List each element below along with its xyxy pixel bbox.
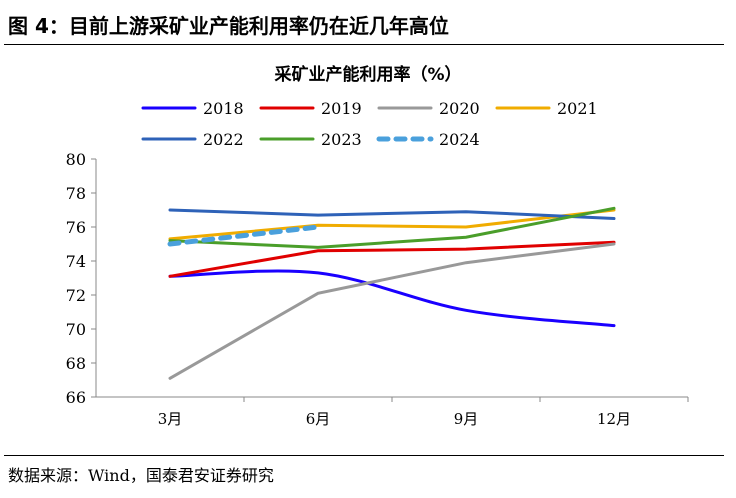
source-note: 数据来源：Wind，国泰君安证券研究 [8,466,274,485]
series-line-2018 [168,269,616,328]
x-tick-label: 6月 [306,410,331,428]
x-tick-label: 3月 [158,410,183,428]
y-tick-label: 74 [66,252,86,271]
series-line-2022 [168,208,616,220]
legend-label-2023: 2023 [321,130,362,149]
series-line-2024 [167,224,321,247]
y-tick-label: 66 [66,388,86,407]
y-tick-label: 68 [66,354,86,373]
x-tick-label: 9月 [454,410,479,428]
source-divider [4,455,724,456]
series-line-2021 [168,208,616,241]
y-tick-label: 70 [66,320,86,339]
figure-title: 图 4：目前上游采矿业产能利用率仍在近几年高位 [8,14,449,38]
legend-label-2021: 2021 [557,99,598,118]
legend-label-2022: 2022 [203,130,244,149]
legend-label-2024: 2024 [439,130,480,149]
chart-title: 采矿业产能利用率（%） [273,64,461,85]
legend-label-2020: 2020 [439,99,480,118]
x-tick-label: 12月 [597,410,631,428]
y-tick-label: 72 [66,286,86,305]
series-line-2019 [168,240,616,278]
series-line-2020 [168,242,616,380]
legend-label-2019: 2019 [321,99,362,118]
y-tick-label: 78 [66,184,86,203]
series-line-2023 [168,206,616,249]
y-tick-label: 80 [66,150,86,169]
y-tick-label: 76 [66,218,86,237]
title-divider [4,44,724,45]
legend-label-2018: 2018 [203,99,244,118]
